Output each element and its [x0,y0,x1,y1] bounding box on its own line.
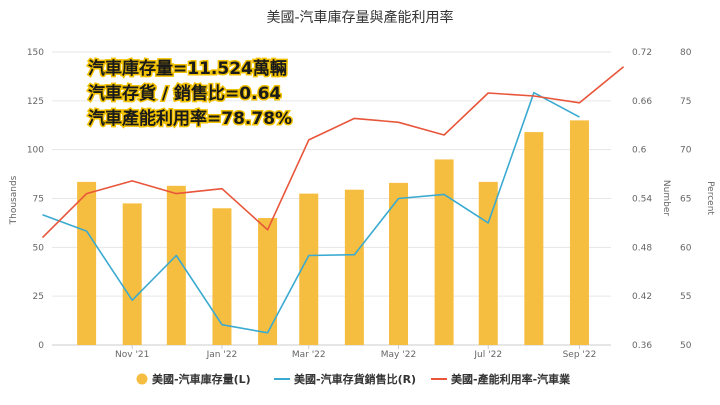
right-axis-percent-title: Percent [705,181,715,215]
left-tick-label: 100 [27,146,44,156]
x-tick-label: Jan '22 [206,350,238,360]
right-percent-tick-label: 50 [680,341,692,351]
ratio-line [42,91,580,334]
x-tick-label: Sep '22 [563,350,597,360]
inventory-bar [122,203,142,345]
right-percent-tick-label: 65 [680,195,691,205]
legend-utilization-label: 美國-產能利用率-汽車業 [451,372,571,386]
right-percent-tick-label: 70 [680,146,692,156]
inventory-bar [388,182,408,345]
right-number-tick-label: 0.42 [632,292,652,302]
annotation-text: 汽車產能利用率=78.78% [88,108,292,129]
line-series [41,66,625,334]
annotation-text: 汽車存貨 / 銷售比=0.64 [88,83,281,104]
right-number-tick-label: 0.72 [632,48,652,58]
inventory-bar [344,189,364,345]
left-axis-title: Thousands [9,175,19,225]
right-axis-number-title: Number [661,180,671,216]
left-tick-label: 25 [33,292,44,302]
right-percent-tick-label: 60 [680,243,692,253]
grid-lines [52,51,611,346]
inventory-bar [434,159,454,345]
left-tick-label: 0 [38,341,44,351]
utilization-line [41,66,625,239]
inventory-bar [212,208,232,345]
right-percent-tick-label: 75 [680,97,691,107]
right-number-tick-label: 0.54 [632,195,652,205]
right-number-tick-label: 0.66 [632,97,652,107]
inventory-bar [524,132,544,345]
bar-series [77,120,589,345]
x-tick-label: Mar '22 [292,350,326,360]
annotation-text: 汽車庫存量=11.524萬輛 [88,58,287,79]
right-number-tick-label: 0.36 [632,341,652,351]
inventory-bar [569,120,589,345]
right-percent-tick-label: 55 [680,292,691,302]
left-tick-label: 75 [33,195,44,205]
x-tick-label: May '22 [381,350,416,360]
inventory-bar [299,193,319,345]
inventory-bar [166,185,186,345]
inventory-bar [77,181,97,345]
x-tick-label: Jul '22 [473,350,502,360]
legend-bar-swatch [136,373,148,385]
right-number-tick-label: 0.6 [632,146,647,156]
legend-bar-label: 美國-汽車庫存量(L) [152,372,251,386]
left-tick-label: 50 [33,243,45,253]
inventory-bar [258,218,278,345]
legend-ratio-label: 美國-汽車存貨銷售比(R) [294,372,416,386]
axis-ticks: 0 25 50 75 100 125 150 0.36 0.42 0.48 0.54 0.6 0.66 0… [27,48,692,360]
legend: 美國-汽車庫存量(L) 美國-汽車存貨銷售比(R) 美國-產能利用率-汽車業 [136,372,571,386]
left-tick-label: 125 [27,97,44,107]
inventory-bar [478,181,498,345]
x-tick-label: Nov '21 [115,350,149,360]
right-number-tick-label: 0.48 [632,243,652,253]
chart-title: 美國-汽車庫存量與產能利用率 [266,9,453,26]
left-tick-label: 150 [27,48,44,58]
right-percent-tick-label: 80 [680,48,692,58]
